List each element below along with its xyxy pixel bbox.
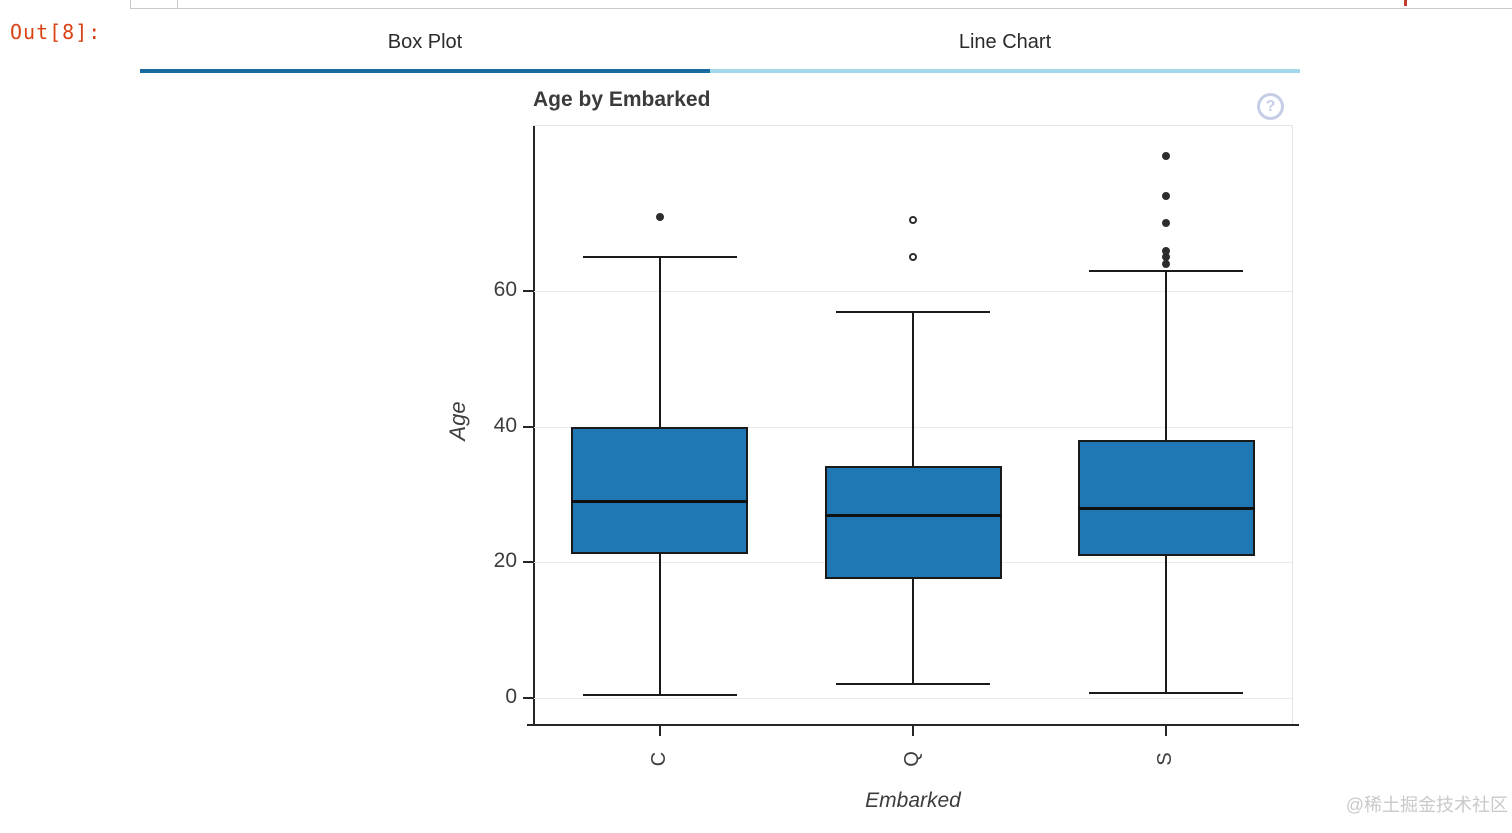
- y-tick-mark: [523, 697, 533, 699]
- outlier-dot: [909, 216, 917, 224]
- outlier-dot: [1162, 246, 1171, 255]
- tab-indicator-inactive[interactable]: [710, 69, 1300, 73]
- outlier-dot: [1162, 192, 1171, 201]
- whisker-lower: [912, 579, 914, 685]
- cell-border-left: [130, 0, 131, 8]
- box-plot-panel: 0 20 40 60 C Q S: [494, 125, 1299, 767]
- whisker-cap-top: [582, 256, 737, 259]
- whisker-upper: [912, 311, 914, 466]
- median-line: [571, 500, 749, 504]
- y-tick-mark: [523, 561, 533, 564]
- gridline: [534, 291, 1292, 293]
- x-tick-label: S: [1154, 752, 1177, 766]
- outlier-dot: [1162, 219, 1171, 228]
- chart-title: Age by Embarked: [533, 88, 711, 111]
- y-tick-mark: [523, 425, 533, 428]
- whisker-cap-top: [1089, 269, 1244, 272]
- x-tick-label: Q: [901, 751, 923, 767]
- gridline: [534, 698, 1292, 699]
- outlier-dot: [1162, 260, 1171, 269]
- whisker-upper: [1165, 270, 1168, 441]
- box-plot-box: [1077, 440, 1255, 556]
- median-line: [824, 513, 1002, 517]
- tab-indicator-active[interactable]: [140, 69, 710, 73]
- whisker-upper: [658, 257, 661, 427]
- cell-border-gutter: [177, 0, 178, 8]
- tab-line-chart[interactable]: Line Chart: [958, 31, 1052, 53]
- y-tick-label: 20: [493, 549, 517, 573]
- watermark: @稀土掘金技术社区: [1345, 795, 1508, 815]
- x-tick-label: C: [647, 751, 670, 767]
- output-prompt: Out[8]:: [10, 20, 102, 44]
- median-line: [1077, 507, 1255, 511]
- x-axis-title: Embarked: [865, 789, 961, 812]
- outlier-dot: [1162, 151, 1171, 160]
- x-tick-mark: [1165, 724, 1168, 736]
- help-icon[interactable]: ?: [1257, 93, 1284, 120]
- whisker-lower: [1165, 555, 1168, 694]
- outlier-dot: [655, 212, 664, 221]
- cell-divider-line: [130, 8, 1512, 9]
- y-tick-label: 0: [505, 685, 517, 708]
- text-cursor: [1404, 0, 1407, 6]
- y-tick-label: 60: [493, 278, 517, 302]
- box-plot-box: [824, 465, 1002, 580]
- whisker-cap-bottom: [836, 683, 990, 686]
- whisker-cap-bottom: [582, 694, 737, 697]
- whisker-cap-bottom: [1089, 692, 1244, 695]
- whisker-lower: [658, 553, 661, 696]
- y-tick-mark: [523, 290, 533, 293]
- whisker-cap-top: [836, 310, 990, 313]
- x-tick-mark: [912, 724, 914, 736]
- x-tick-mark: [658, 724, 661, 736]
- outlier-dot: [909, 253, 917, 262]
- tab-box-plot[interactable]: Box Plot: [387, 31, 463, 53]
- y-axis-spine: [533, 126, 535, 726]
- box-plot-box: [571, 426, 749, 554]
- y-axis-title: Age: [445, 401, 470, 441]
- y-tick-label: 40: [493, 413, 517, 437]
